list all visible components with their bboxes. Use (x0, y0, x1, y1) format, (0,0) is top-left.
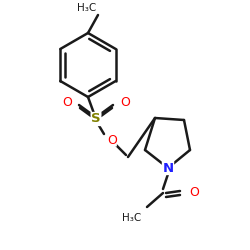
Text: O: O (189, 186, 199, 200)
Text: O: O (62, 96, 72, 110)
Text: N: N (162, 162, 173, 174)
Text: O: O (107, 134, 117, 146)
Text: H₃C: H₃C (77, 3, 96, 13)
Text: S: S (91, 112, 101, 126)
Text: H₃C: H₃C (122, 213, 141, 223)
Text: O: O (120, 96, 130, 110)
